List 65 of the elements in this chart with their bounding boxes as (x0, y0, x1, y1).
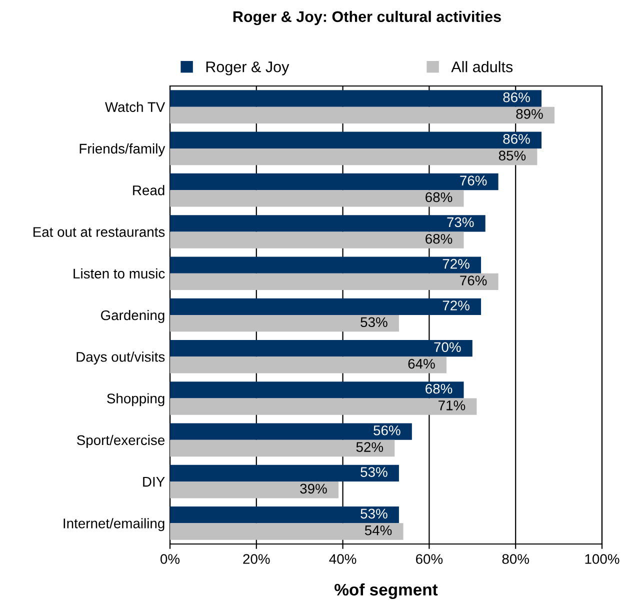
data-label: 72% (442, 300, 470, 310)
data-label: 56% (374, 425, 400, 436)
data-label: 54% (364, 525, 392, 536)
bar (170, 273, 498, 290)
data-label: 53% (360, 467, 388, 477)
bar (170, 190, 464, 207)
data-label: 76% (460, 176, 487, 186)
x-tick-label: 0% (160, 554, 180, 564)
data-label: 86% (503, 92, 530, 102)
bar (170, 382, 464, 398)
bar (170, 90, 542, 107)
bar (170, 523, 404, 540)
data-label: 89% (516, 109, 543, 119)
bar (170, 148, 538, 166)
bar (170, 256, 482, 274)
bar (170, 215, 486, 232)
data-label: 53% (360, 508, 388, 519)
y-tick-label: Friends/family (80, 143, 166, 156)
y-tick-label: Watch TV (105, 102, 166, 112)
y-tick-label: Shopping (107, 393, 164, 406)
y-tick-label: Gardening (100, 310, 164, 323)
y-tick-label: Internet/emailing (64, 518, 164, 532)
data-label: 53% (360, 317, 388, 328)
y-tick-label: DIY (143, 477, 165, 487)
chart-title: Roger & Joy: Other cultural activities (233, 10, 501, 26)
data-label: 86% (503, 134, 530, 144)
bar (170, 173, 498, 190)
bar (170, 398, 477, 415)
data-label: 70% (434, 342, 461, 352)
y-tick-label: Listen to music (74, 268, 165, 279)
y-tick-label: Read (133, 185, 164, 196)
bar (170, 106, 554, 124)
bar (170, 482, 338, 498)
bar (170, 232, 464, 248)
bar (170, 356, 446, 374)
x-tick-label: 100% (585, 554, 620, 564)
data-label: 76% (460, 276, 487, 286)
data-label: 52% (356, 442, 384, 452)
y-tick-label: Days out/visits (76, 352, 165, 365)
y-tick-label: Sport/exercise (77, 434, 165, 448)
data-label: 68% (426, 192, 452, 202)
x-tick-label: 40% (329, 554, 356, 564)
x-tick-label: 80% (502, 554, 530, 564)
data-label: 68% (426, 234, 452, 244)
bar (170, 340, 472, 357)
data-label: 72% (442, 258, 470, 269)
legend-label: Roger & Joy (206, 62, 290, 76)
data-label: 71% (438, 400, 466, 410)
data-label: 64% (408, 358, 435, 369)
bar (170, 298, 482, 315)
x-axis-title: %of segment (334, 583, 438, 599)
bar (170, 464, 399, 482)
y-tick-label: Eat out at restaurants (33, 227, 165, 237)
bar (170, 132, 542, 148)
data-label: 39% (300, 484, 327, 494)
data-label: 73% (447, 217, 474, 228)
bar (170, 506, 399, 524)
bar (170, 423, 412, 440)
x-tick-label: 60% (416, 554, 443, 564)
bar (170, 440, 395, 457)
bar (170, 315, 399, 332)
legend-label: All adults (451, 61, 513, 72)
data-label: 85% (498, 150, 526, 161)
x-tick-label: 20% (243, 554, 270, 564)
data-label: 68% (426, 384, 452, 394)
